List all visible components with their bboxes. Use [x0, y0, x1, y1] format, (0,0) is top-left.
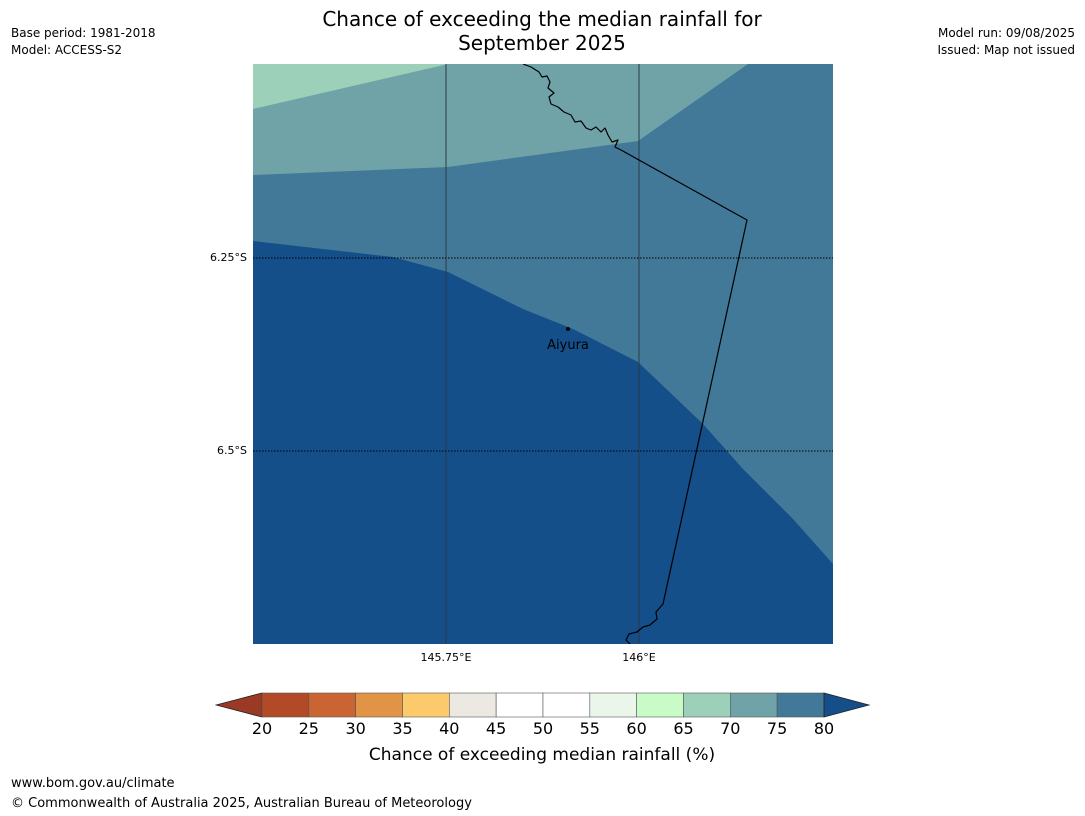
colorbar [215, 692, 871, 718]
lat-label-625: 6.25°S [210, 251, 247, 264]
colorbar-tick-label: 50 [532, 719, 554, 738]
colorbar-above-extension [823, 692, 871, 718]
colorbar-tick-label: 55 [579, 719, 600, 738]
colorbar-below-extension [215, 692, 263, 718]
footer-copyright: © Commonwealth of Australia 2025, Austra… [11, 796, 472, 811]
colorbar-bin-30-35 [355, 692, 403, 718]
place-marker [566, 327, 570, 331]
region-70-75 [253, 64, 748, 175]
colorbar-bin-50-55 [542, 692, 591, 718]
colorbar-tick-label: 25 [298, 719, 319, 738]
colorbar-tick-label: 75 [766, 719, 788, 738]
colorbar-bin-35-40 [402, 692, 450, 718]
colorbar-tick-label: 70 [720, 719, 741, 738]
map-title: Chance of exceeding the median rainfall … [242, 7, 842, 55]
colorbar-bin-40-45 [449, 692, 497, 718]
lat-label-65: 6.5°S [217, 444, 247, 457]
colorbar-tick-label: 45 [485, 719, 507, 738]
issued-text: Issued: Map not issued [937, 43, 1075, 57]
colorbar-tick-label: 35 [392, 719, 413, 738]
colorbar-tick-label: 80 [813, 719, 835, 738]
colorbar-bin-70-75 [729, 692, 778, 718]
lon-label-14575: 145.75°E [420, 651, 472, 664]
colorbar-bin-45-50 [495, 692, 544, 718]
footer-url[interactable]: www.bom.gov.au/climate [11, 776, 175, 791]
colorbar-bin-20-25 [261, 692, 310, 718]
border-line [522, 64, 748, 644]
colorbar-tick-label: 65 [673, 719, 694, 738]
colorbar-tick-label: 60 [626, 719, 647, 738]
colorbar-bin-75-80 [776, 692, 825, 718]
colorbar-tick-label: 20 [251, 719, 273, 738]
model-run-text: Model run: 09/08/2025 [937, 26, 1075, 40]
meta-left: Base period: 1981-2018 Model: ACCESS-S2 [11, 25, 156, 59]
colorbar-bin-25-30 [308, 692, 356, 718]
region-65-70 [253, 64, 448, 109]
map-panel[interactable]: Aiyura [253, 64, 833, 644]
map-title-line1: Chance of exceeding the median rainfall … [322, 7, 762, 31]
base-period-text: Base period: 1981-2018 [11, 26, 156, 40]
place-label: Aiyura [547, 338, 589, 353]
lon-label-146: 146°E [622, 651, 656, 664]
colorbar-tick-label: 30 [345, 719, 366, 738]
meta-right: Model run: 09/08/2025 Issued: Map not is… [937, 25, 1075, 59]
colorbar-bin-60-65 [636, 692, 684, 718]
colorbar-label: Chance of exceeding median rainfall (%) [368, 745, 716, 765]
colorbar-tick-label: 40 [439, 719, 460, 738]
colorbar-bin-55-60 [589, 692, 637, 718]
colorbar-bin-65-70 [683, 692, 731, 718]
model-text: Model: ACCESS-S2 [11, 43, 123, 57]
map-title-line2: September 2025 [458, 31, 626, 55]
region-75-80 [253, 64, 833, 564]
